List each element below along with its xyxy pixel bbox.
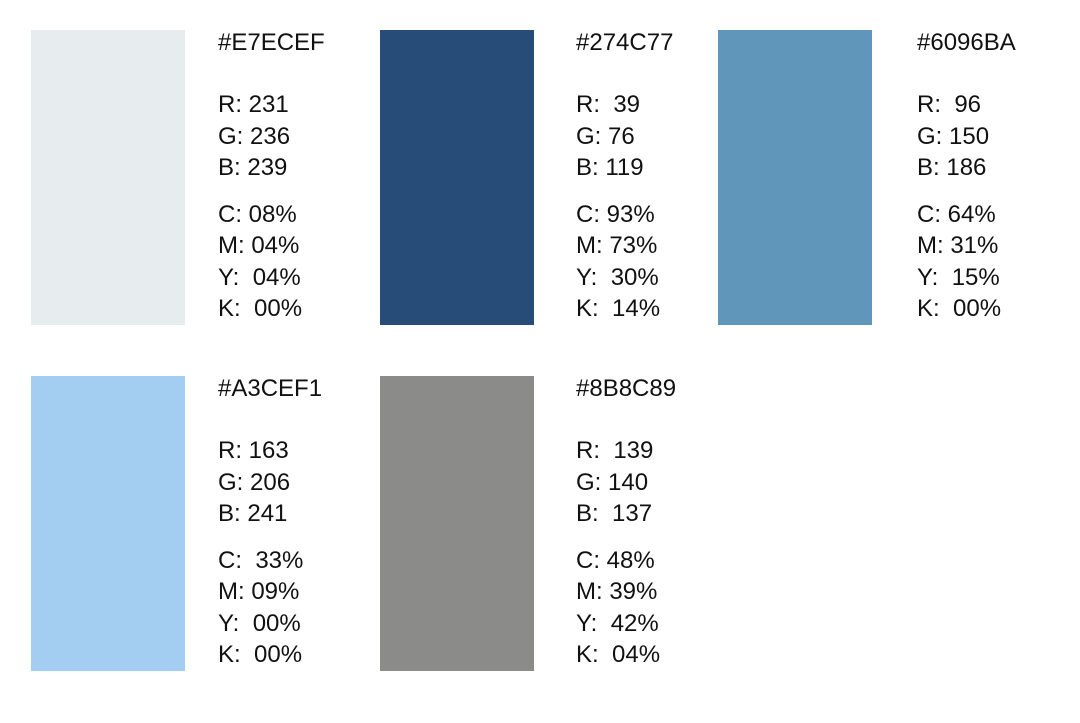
cmyk-value: M: 39% — [576, 578, 658, 605]
hex-code: #8B8C89 — [576, 375, 677, 402]
cmyk-value: Y: 30% — [576, 264, 659, 291]
cmyk-value: M: 73% — [576, 232, 658, 259]
hex-code: #A3CEF1 — [218, 375, 323, 402]
color-swatch — [31, 30, 185, 325]
cmyk-value: K: 14% — [576, 295, 661, 322]
rgb-value: B: 239 — [218, 154, 288, 181]
rgb-value: G: 150 — [917, 123, 990, 150]
color-swatch — [380, 376, 534, 671]
rgb-value: R: 231 — [218, 91, 289, 118]
color-swatch — [718, 30, 872, 325]
hex-code: #E7ECEF — [218, 29, 325, 56]
cmyk-value: C: 93% — [576, 201, 655, 228]
rgb-value: R: 39 — [576, 91, 641, 118]
cmyk-value: K: 00% — [218, 641, 303, 668]
cmyk-value: M: 31% — [917, 232, 999, 259]
rgb-value: R: 139 — [576, 437, 654, 464]
rgb-value: B: 186 — [917, 154, 987, 181]
color-swatch — [31, 376, 185, 671]
cmyk-value: Y: 15% — [917, 264, 1000, 291]
hex-code: #274C77 — [576, 29, 674, 56]
cmyk-value: C: 64% — [917, 201, 996, 228]
cmyk-value: Y: 04% — [218, 264, 301, 291]
cmyk-value: C: 48% — [576, 547, 655, 574]
cmyk-value: M: 04% — [218, 232, 300, 259]
hex-code: #6096BA — [917, 29, 1016, 56]
cmyk-value: K: 00% — [917, 295, 1002, 322]
cmyk-value: Y: 42% — [576, 610, 659, 637]
cmyk-value: M: 09% — [218, 578, 300, 605]
rgb-value: R: 163 — [218, 437, 289, 464]
rgb-value: G: 140 — [576, 469, 649, 496]
cmyk-value: Y: 00% — [218, 610, 301, 637]
cmyk-value: K: 04% — [576, 641, 661, 668]
cmyk-value: C: 33% — [218, 547, 304, 574]
rgb-value: B: 119 — [576, 154, 644, 181]
cmyk-value: K: 00% — [218, 295, 303, 322]
color-swatch — [380, 30, 534, 325]
cmyk-value: C: 08% — [218, 201, 297, 228]
rgb-value: B: 241 — [218, 500, 288, 527]
rgb-value: G: 76 — [576, 123, 635, 150]
rgb-value: G: 236 — [218, 123, 291, 150]
rgb-value: G: 206 — [218, 469, 291, 496]
rgb-value: B: 137 — [576, 500, 653, 527]
rgb-value: R: 96 — [917, 91, 982, 118]
